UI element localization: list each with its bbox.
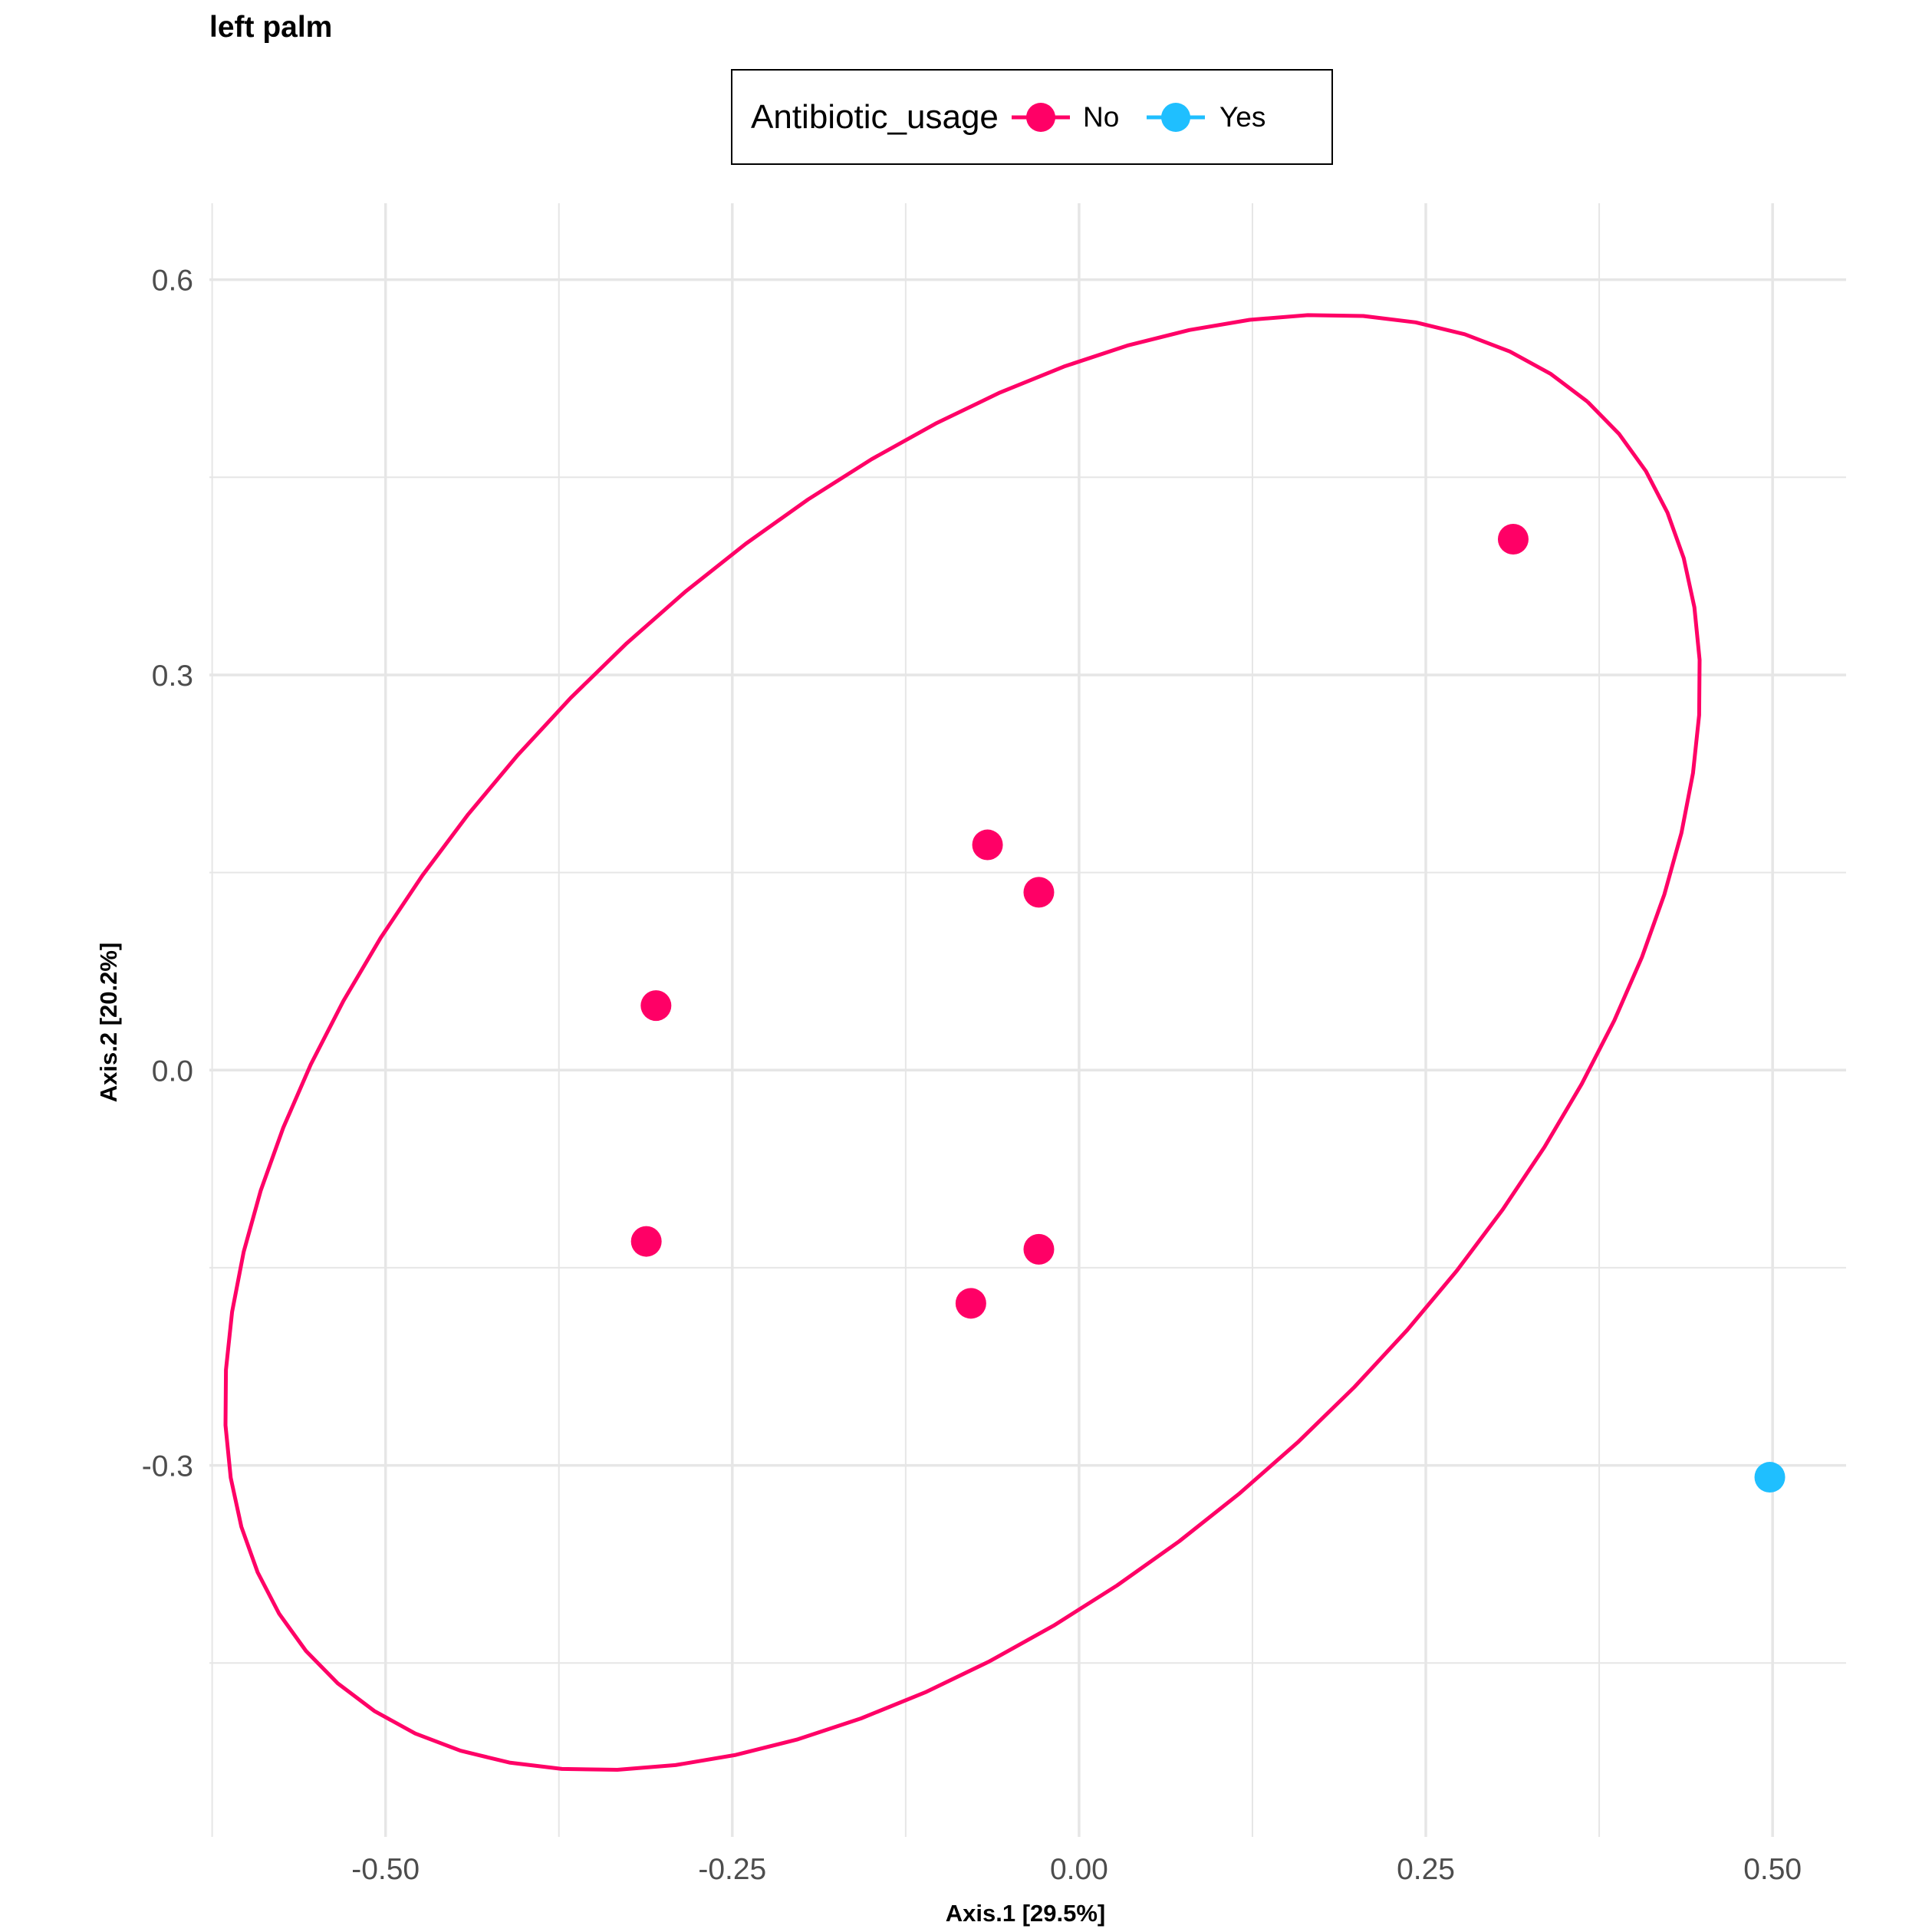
grid [209, 203, 1846, 1837]
point-no-3 [1023, 877, 1055, 908]
x-axis-title: Axis.1 [29.5%] [946, 1900, 1106, 1927]
legend-label-no: No [1083, 101, 1120, 133]
y-tick-labels: -0.3 0.0 0.3 0.6 [142, 265, 193, 1483]
legend-key-no [1012, 103, 1070, 132]
point-no-5 [630, 1226, 662, 1257]
y-tick-label: 0.6 [152, 265, 193, 298]
y-tick-label: 0.0 [152, 1055, 193, 1088]
x-tick-label: -0.25 [698, 1853, 766, 1886]
chart-title: left palm [209, 11, 333, 44]
data-points [630, 524, 1786, 1493]
point-no-4 [640, 990, 672, 1022]
x-tick-label: -0.50 [351, 1853, 420, 1886]
y-tick-label: 0.3 [152, 660, 193, 693]
legend: Antibiotic_usage No Yes [731, 69, 1333, 165]
x-tick-label: 0.50 [1743, 1853, 1802, 1886]
x-tick-labels: -0.50 -0.25 0.00 0.25 0.50 [351, 1853, 1802, 1886]
x-tick-label: 0.25 [1397, 1853, 1455, 1886]
ellipse-no [223, 313, 1702, 1772]
legend-key-yes [1147, 103, 1205, 132]
legend-label-yes: Yes [1219, 101, 1266, 133]
point-no-7 [955, 1288, 986, 1319]
y-axis-title: Axis.2 [20.2%] [95, 943, 122, 1103]
y-tick-label: -0.3 [142, 1450, 193, 1483]
x-tick-label: 0.00 [1050, 1853, 1108, 1886]
point-no-2 [972, 829, 1003, 861]
point-yes-1 [1754, 1462, 1786, 1493]
confidence-ellipses [223, 313, 1702, 1772]
legend-title: Antibiotic_usage [751, 98, 999, 136]
point-no-1 [1497, 524, 1529, 555]
point-no-6 [1023, 1233, 1055, 1265]
